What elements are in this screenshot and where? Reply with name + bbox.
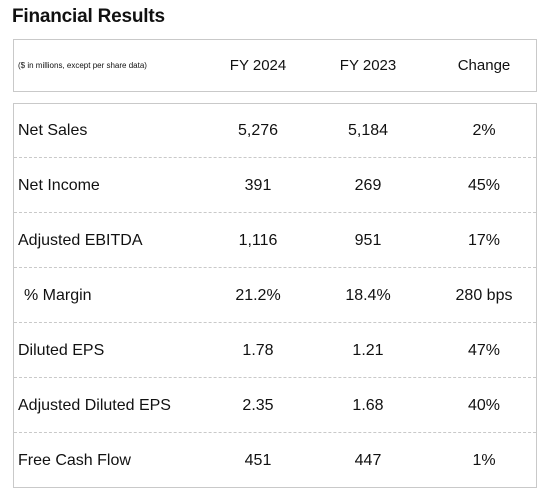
column-header-change: Change: [457, 57, 511, 74]
fy2023-value: 18.4%: [345, 287, 391, 304]
column-header-fy2024: FY 2024: [229, 57, 287, 74]
fy2024-value: 5,276: [237, 122, 279, 139]
change-value: 45%: [467, 177, 501, 194]
row-label: Diluted EPS: [18, 342, 105, 359]
fy2023-value: 1.21: [352, 342, 384, 359]
change-value: 280 bps: [455, 287, 513, 304]
table-row-margin: % Margin 21.2% 18.4% 280 bps: [14, 269, 536, 323]
table-row-net-income: Net Income 391 269 45%: [14, 159, 536, 213]
row-label: Net Income: [18, 177, 100, 194]
fy2024-value: 391: [244, 177, 272, 194]
row-divider: [14, 377, 536, 378]
fy2023-value: 447: [354, 452, 382, 469]
fy2023-value: 269: [354, 177, 382, 194]
fy2024-value: 2.35: [242, 397, 274, 414]
row-label: Adjusted EBITDA: [18, 232, 143, 249]
row-divider: [14, 432, 536, 433]
row-divider: [14, 322, 536, 323]
row-label: Free Cash Flow: [18, 452, 131, 469]
table-row-free-cash-flow: Free Cash Flow 451 447 1%: [14, 434, 536, 488]
column-header-fy2023: FY 2023: [339, 57, 397, 74]
fy2023-value: 5,184: [347, 122, 389, 139]
fy2024-value: 1,116: [238, 232, 278, 249]
row-divider: [14, 212, 536, 213]
row-divider: [14, 267, 536, 268]
results-table: Net Sales 5,276 5,184 2% Net Income 391 …: [13, 103, 537, 488]
table-row-adjusted-ebitda: Adjusted EBITDA 1,116 951 17%: [14, 214, 536, 268]
table-header: ($ in millions, except per share data) F…: [13, 39, 537, 92]
row-divider: [14, 157, 536, 158]
page-title: Financial Results: [12, 6, 165, 27]
change-value: 2%: [472, 122, 496, 139]
fy2023-value: 1.68: [352, 397, 384, 414]
table-row-net-sales: Net Sales 5,276 5,184 2%: [14, 104, 536, 158]
fy2024-value: 451: [244, 452, 272, 469]
change-value: 40%: [467, 397, 501, 414]
fy2024-value: 21.2%: [235, 287, 281, 304]
change-value: 1%: [472, 452, 496, 469]
units-note: ($ in millions, except per share data): [18, 61, 147, 70]
row-label: Net Sales: [18, 122, 88, 139]
fy2024-value: 1.78: [242, 342, 274, 359]
row-label: Adjusted Diluted EPS: [18, 397, 171, 414]
table-row-adjusted-diluted-eps: Adjusted Diluted EPS 2.35 1.68 40%: [14, 379, 536, 433]
row-label: % Margin: [24, 287, 92, 304]
table-row-diluted-eps: Diluted EPS 1.78 1.21 47%: [14, 324, 536, 378]
change-value: 47%: [467, 342, 501, 359]
change-value: 17%: [467, 232, 501, 249]
fy2023-value: 951: [354, 232, 382, 249]
